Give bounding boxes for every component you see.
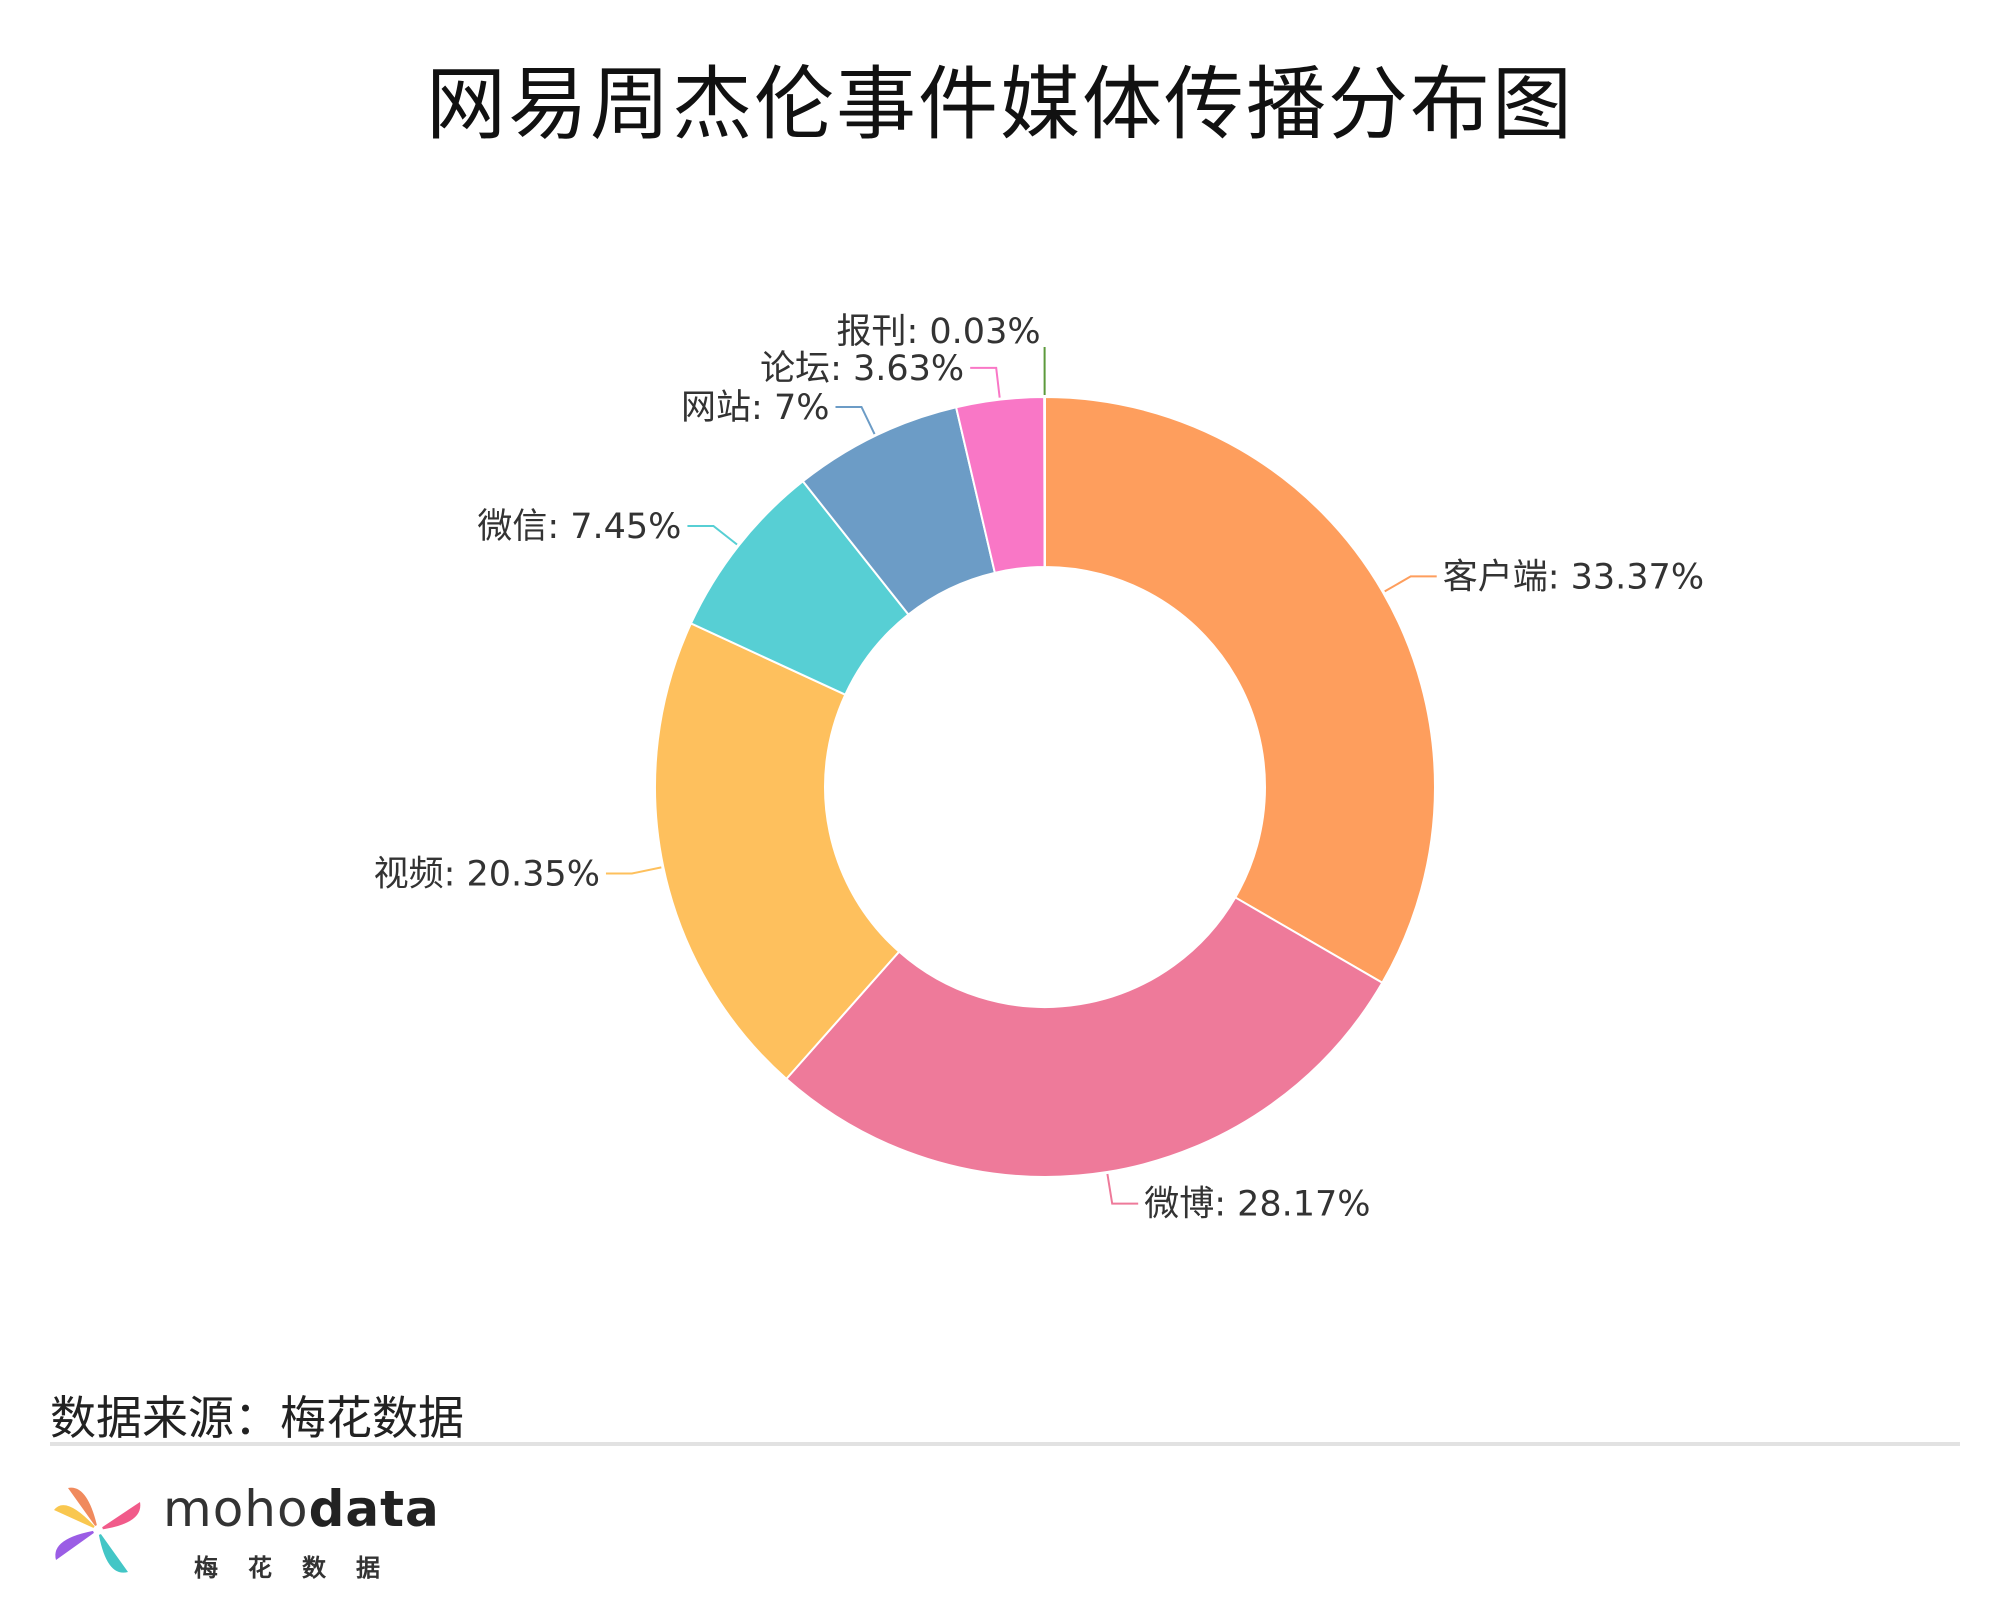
logo-petal-4 (55, 1530, 98, 1560)
leader-line-客户端 (1384, 575, 1437, 593)
brand-subtitle: 梅花数据 (194, 1554, 410, 1582)
logo-petal-2 (98, 1502, 141, 1530)
chart-title: 网易周杰伦事件媒体传播分布图 (426, 58, 1574, 151)
brand-light-text: moho (163, 1480, 309, 1538)
footer-divider (50, 1442, 1960, 1446)
logo-petal-1 (68, 1487, 98, 1530)
slice-视频 (654, 622, 901, 1081)
brand-wordmark: mohodata (163, 1480, 440, 1538)
brand-bold-text: data (308, 1480, 440, 1538)
leader-line-网站 (835, 405, 876, 435)
slice-label-微博: 微博: 28.17% (1144, 1185, 1370, 1225)
leader-line-论坛 (970, 366, 1001, 398)
slice-label-微信: 微信: 7.45% (477, 507, 681, 547)
slice-label-报刊: 报刊: 0.03% (836, 312, 1040, 352)
slice-label-客户端: 客户端: 33.37% (1443, 557, 1704, 597)
slice-label-论坛: 论坛: 3.63% (760, 349, 964, 389)
brand-logo: mohodata 梅花数据 (48, 1480, 439, 1590)
pinwheel-logo-icon (54, 1487, 141, 1573)
data-source-note: 数据来源：梅花数据 (50, 1391, 464, 1445)
leader-lines-group (605, 347, 1437, 1205)
leader-line-微信 (687, 524, 738, 546)
slice-报刊 (1043, 395, 1046, 569)
leader-line-微博 (1106, 1173, 1139, 1205)
logo-petal-3 (98, 1530, 128, 1573)
logo-petal-5 (54, 1505, 98, 1530)
slice-微博 (784, 896, 1384, 1178)
slice-客户端 (1044, 395, 1436, 985)
leader-line-视频 (605, 866, 662, 875)
labels-group: 客户端: 33.37% 微博: 28.17% 视频: 20.35% 微信: 7.45%… (374, 312, 1704, 1225)
slice-label-视频: 视频: 20.35% (374, 854, 600, 894)
slices-group (654, 395, 1436, 1178)
slice-label-网站: 网站: 7% (681, 388, 829, 428)
